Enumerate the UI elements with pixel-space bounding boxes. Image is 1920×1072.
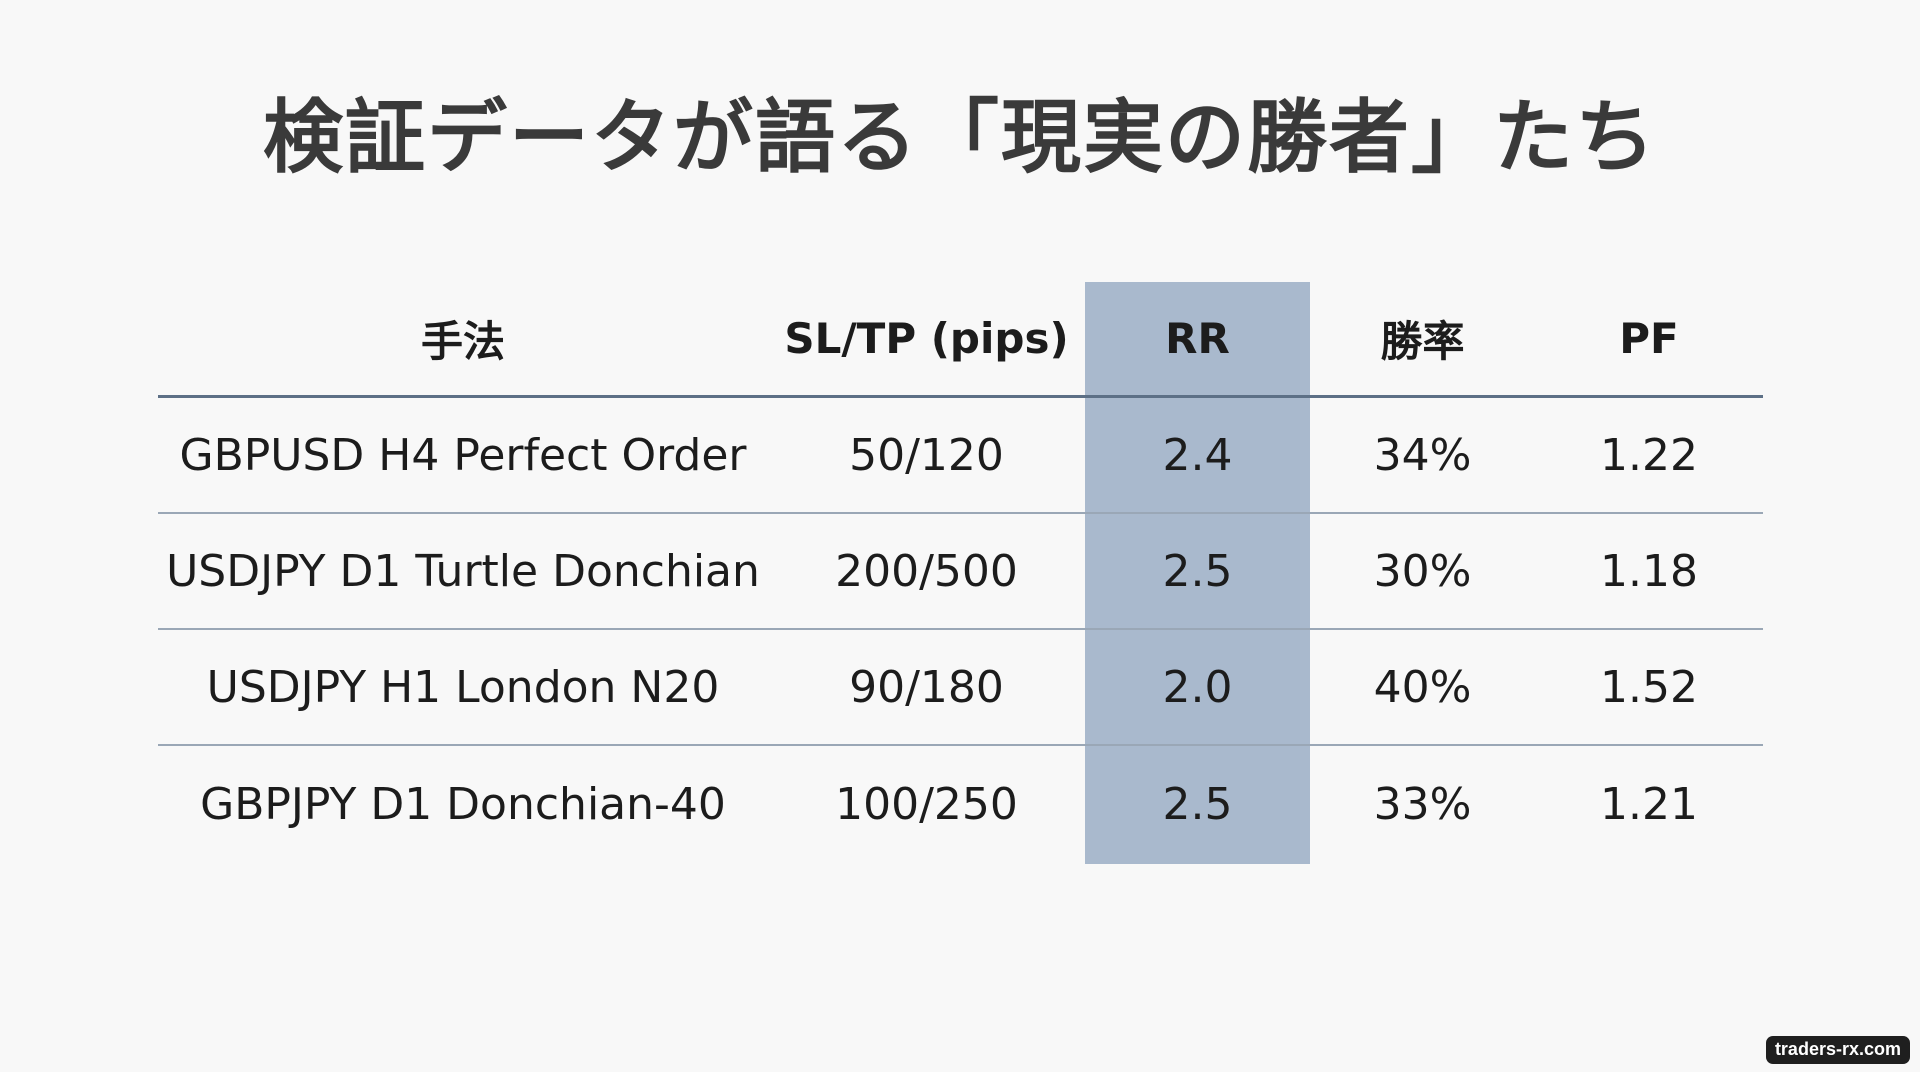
- results-table: 手法 SL/TP (pips) RR 勝率 PF GBPUSD H4 Perfe…: [158, 282, 1763, 862]
- rr-column-highlight: [1085, 282, 1310, 864]
- cell-method: GBPJPY D1 Donchian-40: [200, 778, 726, 830]
- cell-pf: 1.21: [1600, 778, 1698, 830]
- cell-rr: 2.4: [1162, 429, 1233, 481]
- table-row: GBPJPY D1 Donchian-40 100/250 2.5 33% 1.…: [158, 746, 1763, 862]
- page-title: 検証データが語る「現実の勝者」たち: [263, 91, 1657, 184]
- cell-pf: 1.18: [1600, 545, 1698, 597]
- cell-method: GBPUSD H4 Perfect Order: [179, 429, 747, 481]
- cell-rr: 2.5: [1162, 545, 1233, 597]
- cell-method: USDJPY D1 Turtle Donchian: [166, 545, 760, 597]
- cell-win-rate: 34%: [1373, 429, 1472, 481]
- cell-rr: 2.5: [1162, 778, 1233, 830]
- cell-rr: 2.0: [1162, 661, 1233, 713]
- cell-pf: 1.22: [1600, 429, 1698, 481]
- cell-sl-tp: 90/180: [849, 661, 1004, 713]
- table-header-row: 手法 SL/TP (pips) RR 勝率 PF: [158, 282, 1763, 398]
- watermark-badge: traders-rx.com: [1765, 1036, 1910, 1064]
- cell-win-rate: 33%: [1373, 778, 1472, 830]
- cell-method: USDJPY H1 London N20: [206, 661, 720, 713]
- table-row: USDJPY H1 London N20 90/180 2.0 40% 1.52: [158, 630, 1763, 746]
- cell-sl-tp: 100/250: [835, 778, 1018, 830]
- header-sl-tp: SL/TP (pips): [784, 314, 1069, 363]
- cell-win-rate: 30%: [1373, 545, 1472, 597]
- cell-sl-tp: 50/120: [849, 429, 1004, 481]
- header-win-rate: 勝率: [1380, 317, 1465, 366]
- table-row: GBPUSD H4 Perfect Order 50/120 2.4 34% 1…: [158, 398, 1763, 514]
- header-method: 手法: [420, 317, 505, 366]
- cell-win-rate: 40%: [1373, 661, 1472, 713]
- header-pf: PF: [1619, 314, 1679, 363]
- table-row: USDJPY D1 Turtle Donchian 200/500 2.5 30…: [158, 514, 1763, 630]
- cell-pf: 1.52: [1600, 661, 1698, 713]
- cell-sl-tp: 200/500: [835, 545, 1018, 597]
- header-rr: RR: [1165, 314, 1230, 363]
